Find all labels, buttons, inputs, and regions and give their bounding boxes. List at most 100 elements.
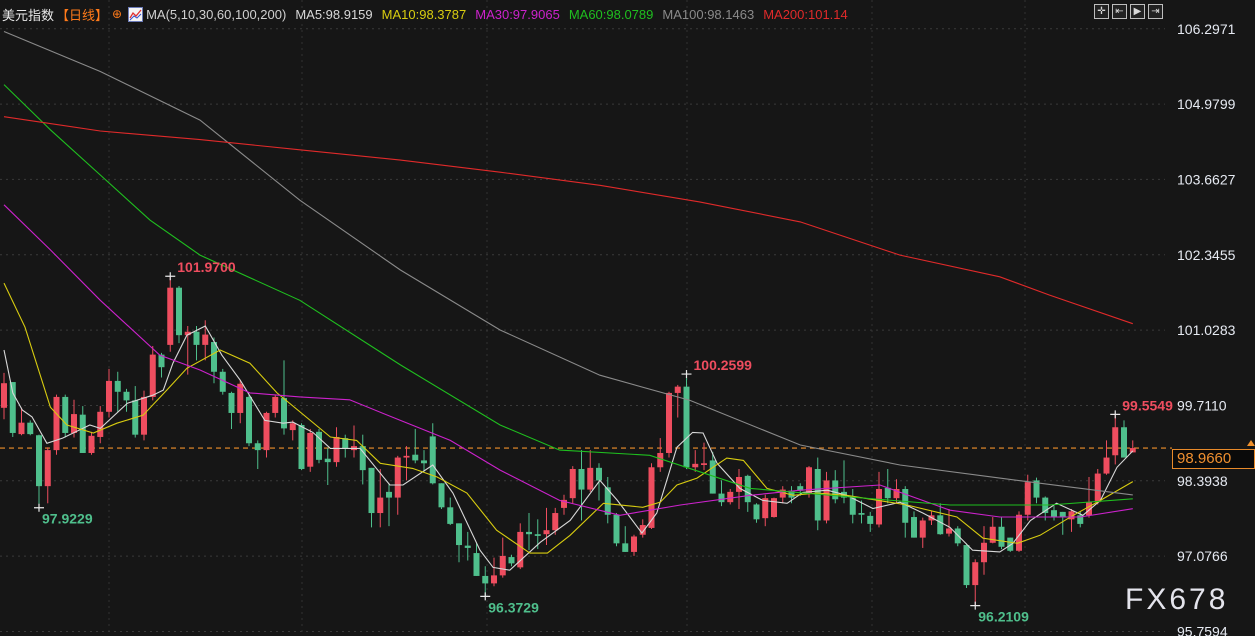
- candle-body: [36, 435, 42, 487]
- candle: [771, 497, 777, 518]
- ma100-value: MA100:98.1463: [662, 6, 755, 22]
- price-annotation-low: 96.3729: [488, 599, 539, 615]
- ma-line-ma60: [3, 84, 1133, 506]
- chart-toolbar: ✛ ⇤ ▶ ⇥: [1094, 4, 1163, 19]
- jump-end-icon[interactable]: ⇥: [1148, 4, 1163, 19]
- candle-body: [281, 398, 287, 429]
- candle-body: [412, 454, 419, 461]
- candle-body: [473, 553, 480, 576]
- watermark-logo: FX678: [1125, 583, 1229, 616]
- candle-body: [596, 467, 602, 481]
- candle-body: [709, 460, 716, 494]
- crosshair-circle-icon[interactable]: ⊕: [112, 7, 123, 21]
- candle: [674, 384, 681, 418]
- candle: [946, 509, 952, 537]
- candle-body: [421, 460, 427, 464]
- extreme-marker-icon: [970, 601, 981, 610]
- extreme-marker-icon: [681, 370, 692, 379]
- candle-body: [438, 483, 445, 508]
- candle: [1051, 506, 1057, 521]
- candle-body: [534, 534, 541, 536]
- candle: [604, 477, 611, 524]
- ma10-value: MA10:98.3787: [381, 6, 467, 22]
- candle: [587, 450, 594, 492]
- candle-body: [386, 491, 392, 498]
- candle-body: [919, 520, 926, 538]
- candle-body: [359, 446, 366, 471]
- candle: [176, 285, 182, 344]
- candle-body: [946, 528, 952, 534]
- candle: [473, 543, 480, 576]
- candle: [858, 500, 865, 524]
- ma-line-ma200: [3, 116, 1133, 325]
- y-tick-label: 98.3938: [1177, 473, 1228, 489]
- candle-body: [823, 480, 830, 521]
- candle: [403, 446, 410, 481]
- candle-body: [333, 436, 340, 463]
- candle: [228, 391, 235, 429]
- extreme-marker-icon: [1110, 410, 1121, 419]
- candle: [324, 447, 331, 486]
- candle: [456, 523, 462, 563]
- candle-body: [744, 475, 751, 503]
- candle: [272, 394, 279, 418]
- candle-body: [27, 422, 34, 435]
- candle-body: [508, 557, 515, 564]
- price-annotation-high: 99.5549: [1122, 397, 1173, 413]
- candle-body: [53, 396, 60, 451]
- play-icon[interactable]: ▶: [1130, 4, 1145, 19]
- candle: [1086, 477, 1092, 518]
- period-selector[interactable]: 【日线】: [56, 7, 109, 23]
- candle-body: [701, 463, 707, 465]
- candle-body: [902, 489, 909, 523]
- candle-body: [1112, 427, 1119, 456]
- candle-body: [762, 498, 769, 519]
- candle-body: [1086, 502, 1092, 516]
- candle-body: [552, 513, 559, 531]
- candle: [1024, 474, 1031, 521]
- jump-start-icon[interactable]: ⇤: [1112, 4, 1127, 19]
- price-annotation-high: 100.2599: [694, 357, 753, 373]
- candle: [237, 379, 244, 424]
- current-price-marker-icon: [1247, 440, 1255, 447]
- chart-header: 美元指数 【日线】 ⊕ MA(5,10,30,60,100,200) MA5:9…: [2, 4, 857, 24]
- candle-body: [998, 526, 1005, 547]
- candle: [316, 428, 322, 464]
- candle-body: [718, 493, 725, 503]
- candle-body: [1094, 473, 1101, 503]
- y-tick-label: 106.2971: [1177, 21, 1236, 37]
- candle: [114, 371, 121, 412]
- candle: [639, 519, 646, 538]
- candle-body: [613, 514, 620, 544]
- candle: [123, 388, 130, 412]
- candle: [701, 442, 707, 471]
- candle-body: [263, 412, 270, 451]
- candle: [569, 466, 576, 504]
- candle: [167, 276, 174, 352]
- candle-body: [342, 438, 349, 449]
- candle-body: [377, 497, 384, 514]
- crosshair-icon[interactable]: ✛: [1094, 4, 1109, 19]
- candle-body: [447, 507, 454, 524]
- candle: [106, 368, 112, 418]
- candle: [421, 450, 427, 472]
- candle-body: [911, 517, 917, 538]
- candle-body: [587, 467, 594, 490]
- candle: [762, 494, 769, 527]
- candle: [482, 566, 489, 597]
- candle: [184, 326, 191, 375]
- candle: [744, 474, 751, 512]
- candle: [141, 390, 147, 441]
- ma30-value: MA30:97.9065: [475, 6, 560, 22]
- candle: [88, 431, 95, 455]
- ma-line-ma30: [3, 204, 1133, 518]
- candle-body: [972, 562, 979, 586]
- candle: [919, 517, 926, 548]
- candle-body: [797, 486, 804, 491]
- indicator-name[interactable]: MA(5,10,30,60,100,200): [146, 6, 287, 22]
- indicator-chart-icon[interactable]: [128, 6, 144, 22]
- candle: [972, 559, 979, 606]
- candle-body: [666, 392, 672, 453]
- candle: [666, 391, 672, 458]
